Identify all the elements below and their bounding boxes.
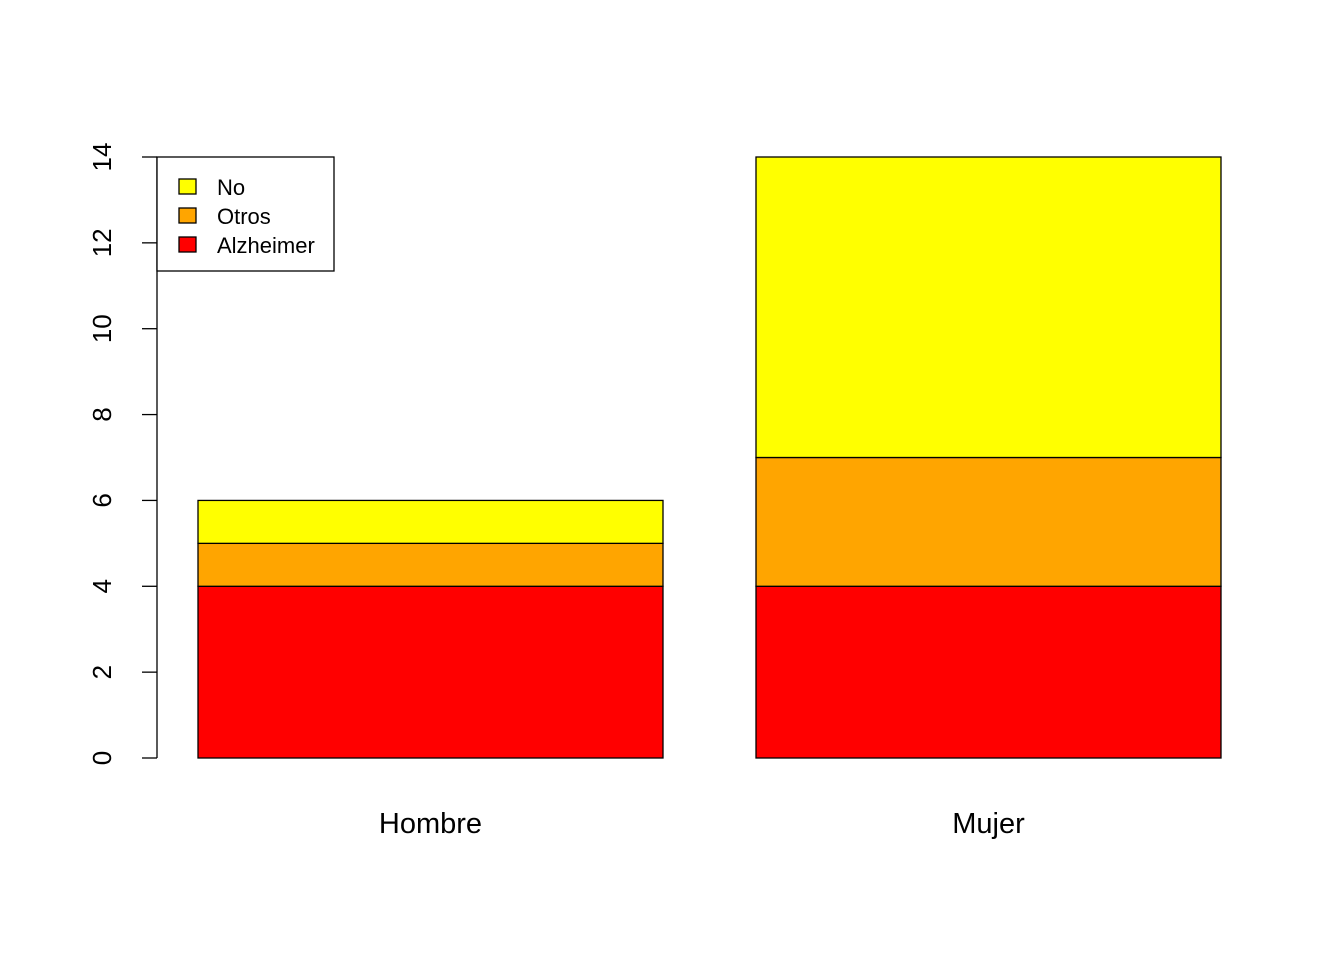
bar-segment-hombre-otros: [197, 542, 664, 587]
y-tick-label: 8: [87, 407, 117, 421]
bar-segment-mujer-alzheimer: [755, 585, 1222, 759]
y-tick-label: 4: [87, 579, 117, 593]
bar-segment-hombre-no: [197, 499, 664, 545]
legend-label-no: No: [217, 175, 245, 200]
y-tick-label: 2: [87, 665, 117, 679]
y-axis: 0 2 4 6 8 10 12 14: [87, 143, 158, 765]
category-labels: Hombre Mujer: [379, 808, 1025, 840]
bar-segment-mujer-otros: [755, 456, 1222, 587]
legend-swatch-alzheimer: [178, 236, 197, 253]
y-tick-label: 12: [87, 228, 117, 257]
y-tick-label: 0: [87, 751, 117, 765]
x-category-label: Hombre: [379, 808, 482, 840]
x-category-label: Mujer: [952, 808, 1025, 840]
y-tick-label: 10: [87, 314, 117, 343]
legend-label-otros: Otros: [217, 204, 271, 229]
legend-swatch-no: [178, 178, 197, 195]
bar-segment-hombre-alzheimer: [197, 585, 664, 759]
legend-swatch-otros: [178, 207, 197, 224]
legend: No Otros Alzheimer: [156, 156, 335, 272]
y-tick-label: 6: [87, 493, 117, 507]
legend-label-alzheimer: Alzheimer: [217, 233, 315, 258]
bars: [197, 156, 1222, 759]
bar-segment-mujer-no: [755, 156, 1222, 459]
y-tick-label: 14: [87, 143, 117, 172]
